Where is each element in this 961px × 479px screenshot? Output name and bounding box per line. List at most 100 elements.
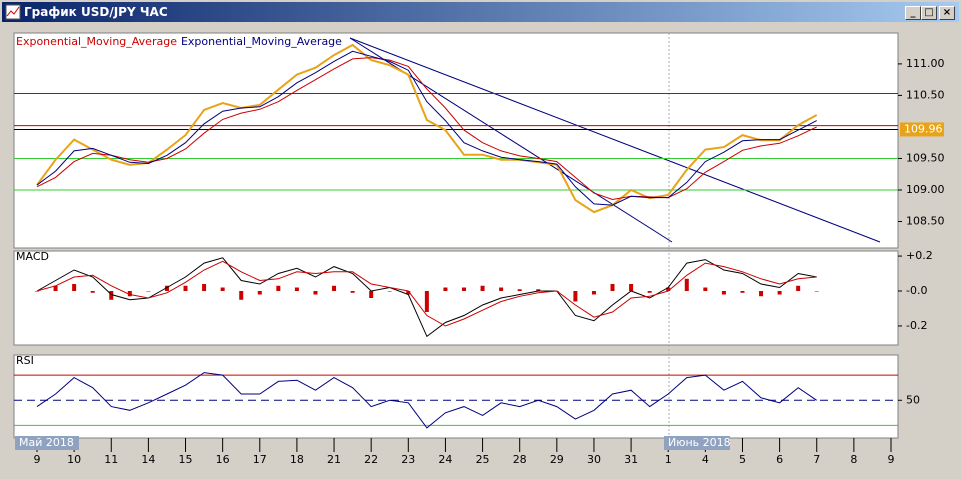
histogram-bar xyxy=(332,285,337,292)
histogram-bar xyxy=(183,285,188,292)
x-tick-label: 4 xyxy=(702,453,709,466)
x-tick-label: 10 xyxy=(67,453,81,466)
histogram-bar xyxy=(517,289,522,292)
series-line xyxy=(36,57,817,201)
histogram-bar xyxy=(647,291,652,293)
y-tick-label: +0.2 xyxy=(906,249,933,262)
histogram-bar xyxy=(387,291,392,292)
y-tick-label: 110.50 xyxy=(906,88,945,101)
y-tick-label: 108.50 xyxy=(906,215,945,228)
series-line xyxy=(36,257,817,338)
legend-entry: Exponential_Moving_Average xyxy=(181,35,342,48)
price-tag xyxy=(900,122,944,137)
close-button[interactable]: × xyxy=(939,6,955,20)
x-tick-label: 6 xyxy=(776,453,783,466)
x-tick-label: 24 xyxy=(438,453,452,466)
x-tick-label: 1 xyxy=(665,453,672,466)
y-tick-label: 50 xyxy=(906,393,920,406)
histogram-bar xyxy=(759,291,764,297)
x-tick-label: 18 xyxy=(290,453,304,466)
maximize-button[interactable]: □ xyxy=(921,6,937,20)
histogram-bar xyxy=(777,291,782,295)
histogram-bar xyxy=(90,291,95,293)
x-tick-label: 8 xyxy=(850,453,857,466)
histogram-bar xyxy=(109,291,114,300)
title-bar: График USD/JPY ЧАС _ □ × xyxy=(2,2,959,22)
histogram-bar xyxy=(35,291,39,292)
trend-line xyxy=(349,37,881,243)
x-tick-label: 11 xyxy=(104,453,118,466)
histogram-bar xyxy=(202,284,207,292)
macd-panel xyxy=(13,250,899,346)
histogram-bar xyxy=(276,285,281,292)
histogram-bar xyxy=(499,287,504,292)
x-tick-label: 15 xyxy=(179,453,193,466)
x-tick-label: 23 xyxy=(401,453,415,466)
histogram-bar xyxy=(369,291,374,298)
x-tick-label: 21 xyxy=(327,453,341,466)
series-line xyxy=(36,50,817,206)
x-tick-label: 30 xyxy=(587,453,601,466)
histogram-bar xyxy=(220,287,225,292)
x-tick-label: 9 xyxy=(34,453,41,466)
period-label-bg xyxy=(15,436,79,450)
x-tick-label: 14 xyxy=(141,453,155,466)
histogram-bar xyxy=(462,287,466,292)
y-tick-label: -0.0 xyxy=(906,284,927,297)
window-title: График USD/JPY ЧАС xyxy=(24,5,168,19)
histogram-bar xyxy=(294,287,299,292)
histogram-bar xyxy=(610,284,615,292)
histogram-bar xyxy=(146,291,151,292)
period-label: Июнь 2018 xyxy=(668,436,731,449)
histogram-bar xyxy=(814,291,819,292)
histogram-bar xyxy=(406,291,411,295)
x-tick-label: 5 xyxy=(739,453,746,466)
histogram-bar xyxy=(424,291,429,312)
price-tag-label: 109.96 xyxy=(904,122,943,135)
x-tick-label: 17 xyxy=(253,453,267,466)
histogram-bar xyxy=(666,287,671,292)
histogram-bar xyxy=(480,285,485,292)
histogram-bar xyxy=(164,285,169,292)
histogram-bar xyxy=(72,284,77,292)
histogram-bar xyxy=(350,291,355,293)
histogram-bar xyxy=(684,278,689,292)
x-tick-label: 16 xyxy=(216,453,230,466)
period-label-bg xyxy=(664,436,730,450)
x-tick-label: 7 xyxy=(813,453,820,466)
histogram-bar xyxy=(257,291,262,295)
histogram-bar xyxy=(721,291,726,295)
histogram-bar xyxy=(573,291,578,302)
x-tick-label: 28 xyxy=(513,453,527,466)
series-line xyxy=(36,43,818,214)
series-line xyxy=(36,260,817,327)
y-tick-label: 109.00 xyxy=(906,183,945,196)
legend-entry: Exponential_Moving_Average xyxy=(16,35,177,48)
minimize-button[interactable]: _ xyxy=(905,6,921,20)
y-tick-label: -0.2 xyxy=(906,319,927,332)
app-icon xyxy=(5,4,21,20)
x-tick-label: 9 xyxy=(888,453,895,466)
histogram-bar xyxy=(796,285,801,292)
histogram-bar xyxy=(53,285,58,292)
series-line xyxy=(36,372,817,429)
x-tick-label: 22 xyxy=(364,453,378,466)
histogram-bar xyxy=(591,291,596,295)
x-tick-label: 29 xyxy=(550,453,564,466)
panel-title: MACD xyxy=(16,250,49,263)
period-label: Май 2018 xyxy=(19,436,74,449)
y-tick-label: 109.50 xyxy=(906,151,945,164)
histogram-bar xyxy=(536,289,541,292)
x-tick-label: 25 xyxy=(476,453,490,466)
histogram-bar xyxy=(703,287,708,292)
histogram-bar xyxy=(629,284,634,292)
y-tick-label: 111.00 xyxy=(906,57,945,70)
histogram-bar xyxy=(313,291,318,295)
panel-title: RSI xyxy=(16,354,34,367)
histogram-bar xyxy=(239,291,244,300)
histogram-bar xyxy=(443,287,448,292)
histogram-bar xyxy=(740,291,745,293)
x-tick-label: 31 xyxy=(624,453,638,466)
